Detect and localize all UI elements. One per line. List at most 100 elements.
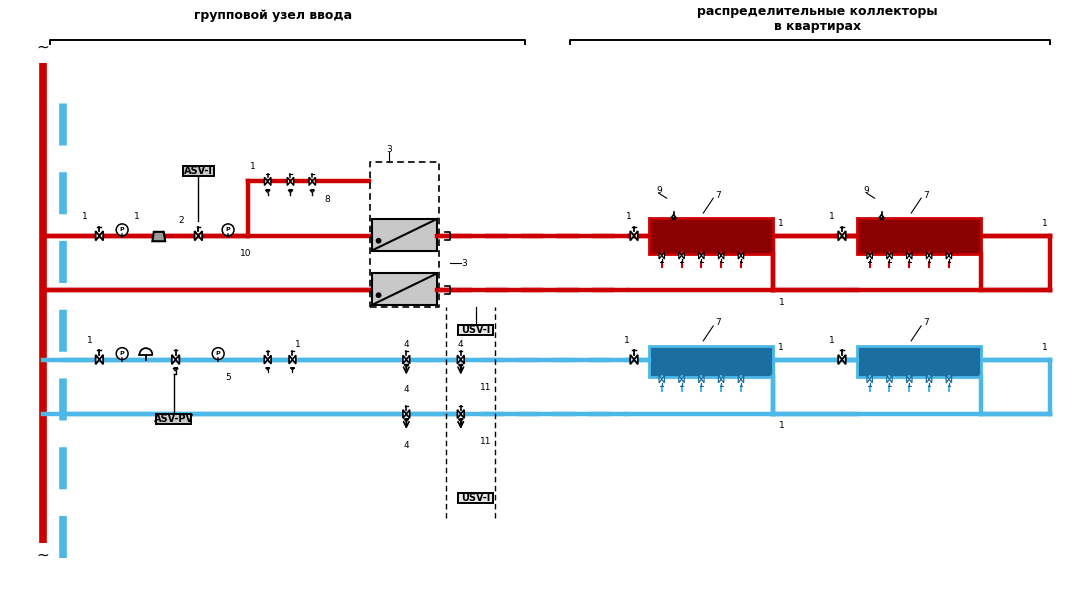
Text: 1: 1	[1042, 343, 1048, 352]
Text: P: P	[225, 227, 231, 233]
Polygon shape	[741, 376, 744, 383]
Text: USV-I: USV-I	[461, 325, 490, 335]
Polygon shape	[95, 231, 100, 240]
Bar	[266, 189, 269, 190]
Polygon shape	[634, 355, 637, 364]
Text: 1: 1	[778, 220, 783, 228]
Polygon shape	[291, 368, 294, 370]
Polygon shape	[679, 376, 681, 383]
Polygon shape	[172, 355, 176, 364]
Polygon shape	[457, 355, 460, 364]
Text: 1: 1	[82, 212, 87, 221]
Polygon shape	[929, 252, 931, 259]
Text: распределительные коллекторы: распределительные коллекторы	[696, 5, 938, 17]
Polygon shape	[869, 376, 872, 383]
Bar	[459, 364, 462, 365]
Circle shape	[212, 347, 224, 359]
Polygon shape	[909, 376, 912, 383]
Polygon shape	[681, 376, 685, 383]
Polygon shape	[886, 376, 890, 383]
Polygon shape	[842, 231, 846, 240]
Polygon shape	[630, 231, 634, 240]
Text: 1: 1	[624, 336, 630, 345]
Polygon shape	[405, 419, 409, 421]
Bar	[157, 414, 191, 424]
Bar	[458, 325, 493, 335]
Polygon shape	[702, 376, 704, 383]
Bar	[649, 218, 773, 253]
Text: 1: 1	[250, 162, 255, 171]
Bar	[857, 218, 981, 253]
Polygon shape	[310, 190, 314, 193]
Text: 4: 4	[458, 340, 464, 349]
Polygon shape	[838, 231, 842, 240]
Polygon shape	[267, 355, 271, 364]
Text: 2: 2	[179, 217, 185, 226]
Bar	[459, 418, 462, 419]
Text: 7: 7	[923, 318, 929, 327]
Circle shape	[116, 224, 128, 236]
Polygon shape	[907, 376, 909, 383]
Polygon shape	[719, 252, 721, 259]
Polygon shape	[176, 355, 179, 364]
Text: 11: 11	[480, 383, 491, 392]
Polygon shape	[867, 376, 869, 383]
Polygon shape	[662, 252, 664, 259]
Bar	[266, 367, 269, 368]
Polygon shape	[460, 355, 465, 364]
Text: 5: 5	[225, 373, 231, 382]
Polygon shape	[100, 355, 103, 364]
Polygon shape	[867, 252, 869, 259]
Polygon shape	[738, 252, 741, 259]
Polygon shape	[719, 376, 721, 383]
Text: P: P	[216, 351, 220, 356]
Bar	[291, 367, 294, 368]
Polygon shape	[403, 410, 407, 418]
Text: в квартирах: в квартирах	[774, 20, 861, 33]
Polygon shape	[702, 252, 704, 259]
Polygon shape	[309, 177, 312, 186]
Bar	[672, 218, 675, 219]
Polygon shape	[289, 190, 293, 193]
Bar	[880, 218, 883, 219]
Bar	[182, 167, 215, 176]
Text: 1: 1	[779, 298, 784, 306]
Text: 4: 4	[403, 340, 409, 349]
Text: 1: 1	[134, 212, 139, 221]
Polygon shape	[659, 252, 662, 259]
Polygon shape	[659, 376, 662, 383]
Polygon shape	[926, 376, 929, 383]
Text: 10: 10	[240, 249, 252, 258]
Text: 1: 1	[1042, 220, 1048, 228]
Text: ASV-I: ASV-I	[183, 167, 212, 177]
Polygon shape	[907, 252, 909, 259]
Text: ~: ~	[36, 40, 49, 55]
Text: 8: 8	[324, 195, 330, 203]
Polygon shape	[267, 177, 270, 186]
Polygon shape	[194, 231, 199, 240]
Polygon shape	[842, 355, 846, 364]
Circle shape	[116, 347, 128, 359]
Polygon shape	[946, 376, 949, 383]
Polygon shape	[264, 355, 267, 364]
Polygon shape	[949, 252, 952, 259]
Bar	[458, 493, 493, 503]
Polygon shape	[721, 252, 724, 259]
Text: 7: 7	[716, 318, 721, 327]
Text: 11: 11	[480, 437, 491, 446]
Polygon shape	[721, 376, 724, 383]
Circle shape	[377, 239, 381, 243]
Text: 4: 4	[403, 385, 409, 394]
Text: P: P	[120, 351, 124, 356]
Polygon shape	[926, 252, 929, 259]
Polygon shape	[681, 252, 685, 259]
Polygon shape	[460, 410, 465, 418]
Bar	[406, 418, 408, 419]
Polygon shape	[173, 368, 178, 371]
Bar	[290, 189, 292, 190]
Text: 7: 7	[716, 190, 721, 200]
Text: 9: 9	[656, 186, 662, 195]
Polygon shape	[95, 355, 100, 364]
Text: групповой узел ввода: групповой узел ввода	[193, 10, 352, 23]
Polygon shape	[264, 177, 267, 186]
